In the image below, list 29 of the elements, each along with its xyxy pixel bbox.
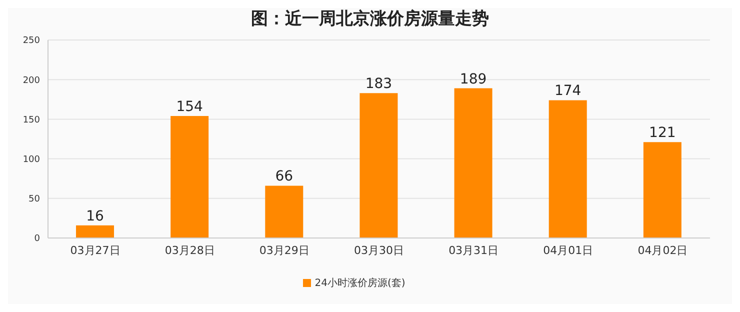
- legend-label: 24小时涨价房源(套): [314, 278, 406, 289]
- x-tick-label: 03月31日: [448, 244, 499, 257]
- y-tick-label: 100: [22, 154, 40, 165]
- bar: [360, 93, 398, 238]
- y-tick-label: 50: [28, 194, 40, 205]
- x-tick-label: 03月27日: [70, 244, 120, 257]
- x-tick-label: 04月01日: [543, 244, 594, 257]
- chart-title: 图：近一周北京涨价房源量走势: [250, 8, 490, 31]
- bar: [76, 225, 114, 238]
- data-label: 121: [649, 125, 676, 142]
- data-label: 66: [275, 168, 294, 185]
- x-tick-label: 03月30日: [354, 244, 404, 257]
- data-label: 183: [365, 76, 392, 92]
- bar: [548, 100, 587, 238]
- y-tick-label: 0: [34, 234, 40, 244]
- data-label: 16: [86, 208, 104, 224]
- x-tick-label: 04月02日: [638, 244, 688, 257]
- data-label: 189: [460, 71, 487, 88]
- bar: [265, 186, 304, 238]
- x-tick-label: 03月29日: [259, 244, 310, 257]
- data-label: 154: [176, 99, 204, 116]
- bar: [643, 142, 682, 238]
- bar: [170, 116, 209, 238]
- y-tick-label: 250: [22, 36, 40, 46]
- y-tick-label: 200: [22, 76, 40, 86]
- y-tick-label: 150: [22, 115, 40, 126]
- bar: [454, 88, 492, 238]
- data-label: 174: [554, 83, 582, 100]
- x-tick-label: 03月28日: [164, 244, 215, 257]
